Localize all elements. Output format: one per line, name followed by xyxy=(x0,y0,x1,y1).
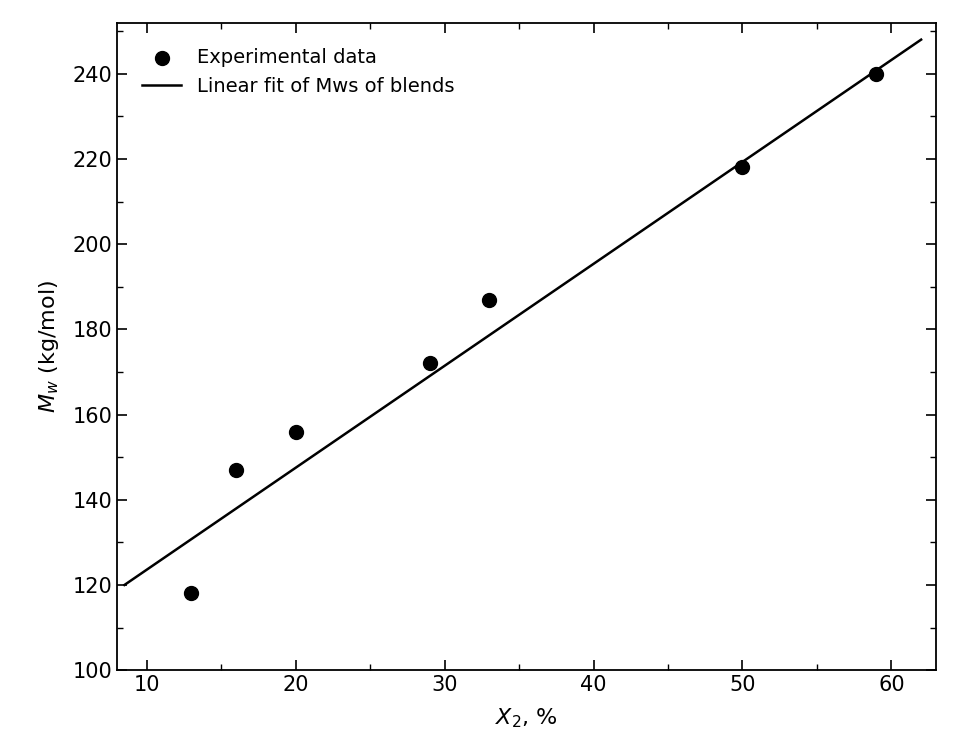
Experimental data xyxy=(183,587,199,599)
Experimental data xyxy=(734,161,750,173)
Experimental data xyxy=(422,358,438,370)
Experimental data xyxy=(482,294,497,306)
Y-axis label: $M_w$ (kg/mol): $M_w$ (kg/mol) xyxy=(37,280,61,413)
Legend: Experimental data, Linear fit of Mws of blends: Experimental data, Linear fit of Mws of … xyxy=(127,32,470,111)
Experimental data xyxy=(228,464,244,476)
X-axis label: $X_{2}$, %: $X_{2}$, % xyxy=(495,706,558,730)
Experimental data xyxy=(288,425,303,437)
Experimental data xyxy=(869,68,884,80)
